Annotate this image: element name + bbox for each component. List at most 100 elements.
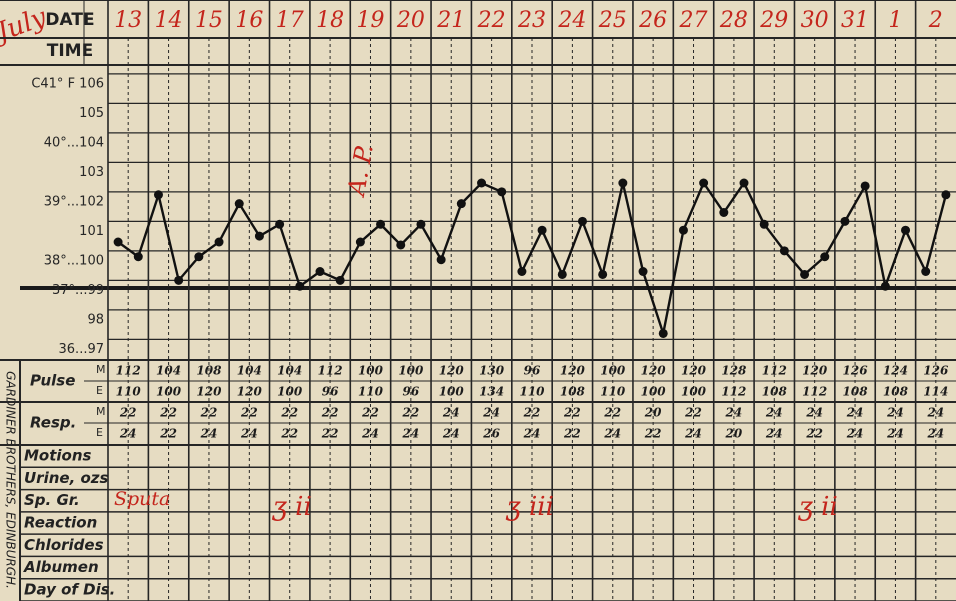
temperature-point xyxy=(759,219,769,229)
vital-value: 26 xyxy=(482,427,500,441)
vital-value: 22 xyxy=(805,427,823,441)
vital-value: 24 xyxy=(523,427,541,441)
vital-value: 22 xyxy=(321,406,339,420)
vital-value: 100 xyxy=(277,385,303,399)
date: 25 xyxy=(598,8,627,33)
vital-value: 112 xyxy=(762,364,787,378)
temperature-point xyxy=(577,216,587,226)
vital-value: 120 xyxy=(237,385,263,399)
temperature-point xyxy=(840,216,850,226)
vital-value: 24 xyxy=(603,427,621,441)
y-tick-label: 38°...100 xyxy=(44,253,104,268)
temperature-point xyxy=(335,275,345,285)
date: 22 xyxy=(477,8,506,33)
y-tick-label: 40°...104 xyxy=(44,135,104,150)
row-label: Urine, ozs xyxy=(24,469,109,487)
temperature-point xyxy=(295,281,305,291)
annotation: ʒ iii xyxy=(505,492,554,522)
vital-value: 22 xyxy=(159,406,177,420)
temperature-point xyxy=(618,178,628,188)
vital-value: 22 xyxy=(280,406,298,420)
temperature-point xyxy=(719,208,729,217)
temperature-point xyxy=(658,328,668,338)
date: 16 xyxy=(235,8,263,33)
temperature-point xyxy=(699,178,709,188)
temperature-point xyxy=(254,231,264,241)
temperature-point xyxy=(678,225,688,235)
vital-value: 20 xyxy=(725,427,743,441)
vital-value: 24 xyxy=(361,427,379,441)
date: 14 xyxy=(155,8,183,33)
vital-value: 126 xyxy=(843,364,869,378)
date: 26 xyxy=(638,8,667,33)
temperature-point xyxy=(860,181,870,191)
date: 20 xyxy=(396,8,425,33)
date: 13 xyxy=(114,8,142,33)
vital-value: 104 xyxy=(156,364,181,378)
vital-value: 96 xyxy=(524,364,541,378)
vital-value: 110 xyxy=(600,385,626,399)
row-label: Motions xyxy=(24,447,92,465)
temperature-point xyxy=(941,190,951,200)
vital-value: 24 xyxy=(886,427,904,441)
vital-value: 100 xyxy=(358,364,384,378)
date: 30 xyxy=(801,8,829,33)
row-label: Pulse xyxy=(30,372,75,390)
vital-value: 110 xyxy=(519,385,545,399)
vital-value: 112 xyxy=(318,364,343,378)
date: 15 xyxy=(195,8,223,33)
temperature-point xyxy=(436,255,446,265)
y-tick-label: 39°...102 xyxy=(44,194,104,209)
vital-value: 100 xyxy=(681,385,707,399)
vital-value: 22 xyxy=(684,406,702,420)
annotation: ʒ ii xyxy=(797,492,838,522)
temperature-point xyxy=(214,237,224,247)
vital-value: 24 xyxy=(846,406,864,420)
vital-value: 126 xyxy=(923,364,949,378)
vital-value: 110 xyxy=(116,385,142,399)
vital-value: 22 xyxy=(159,427,177,441)
vital-value: 110 xyxy=(358,385,384,399)
vital-value: 96 xyxy=(403,385,420,399)
temperature-point xyxy=(537,225,547,235)
vital-value: 120 xyxy=(641,364,667,378)
vital-value: 24 xyxy=(684,427,702,441)
y-tick-label: 98 xyxy=(87,312,104,327)
vital-value: 22 xyxy=(402,406,420,420)
temperature-point xyxy=(739,178,749,188)
date: 24 xyxy=(557,8,586,33)
vital-value: 108 xyxy=(762,385,788,399)
vital-value: 22 xyxy=(644,427,662,441)
temperature-point xyxy=(820,252,830,262)
date: 1 xyxy=(888,8,902,33)
vital-value: 22 xyxy=(280,427,298,441)
temperature-point xyxy=(800,269,810,279)
temperature-point xyxy=(779,246,789,256)
row-label: Resp. xyxy=(30,414,76,432)
vital-value: 112 xyxy=(721,385,746,399)
row-label: Albumen xyxy=(23,558,99,576)
vital-value: 104 xyxy=(277,364,302,378)
vital-value: 120 xyxy=(560,364,586,378)
annotation: ʒ ii xyxy=(271,492,312,522)
vital-value: 22 xyxy=(523,406,541,420)
annotation: Sputa xyxy=(114,488,170,510)
vital-value: 124 xyxy=(883,364,908,378)
temperature-point xyxy=(174,275,184,285)
temperature-point xyxy=(133,252,143,262)
vital-value: 24 xyxy=(725,406,743,420)
vital-value: 108 xyxy=(560,385,586,399)
row-label: Chlorides xyxy=(24,536,104,554)
date: 29 xyxy=(759,8,788,33)
temperature-point xyxy=(194,252,204,262)
date: 19 xyxy=(356,8,384,33)
vital-value: 22 xyxy=(200,406,218,420)
vital-value: 22 xyxy=(563,406,581,420)
temperature-point xyxy=(901,225,911,235)
vital-value: 100 xyxy=(641,385,667,399)
vital-value: 120 xyxy=(196,385,222,399)
temperature-point xyxy=(638,267,648,276)
vital-value: 112 xyxy=(116,364,141,378)
vital-value: 24 xyxy=(442,427,460,441)
